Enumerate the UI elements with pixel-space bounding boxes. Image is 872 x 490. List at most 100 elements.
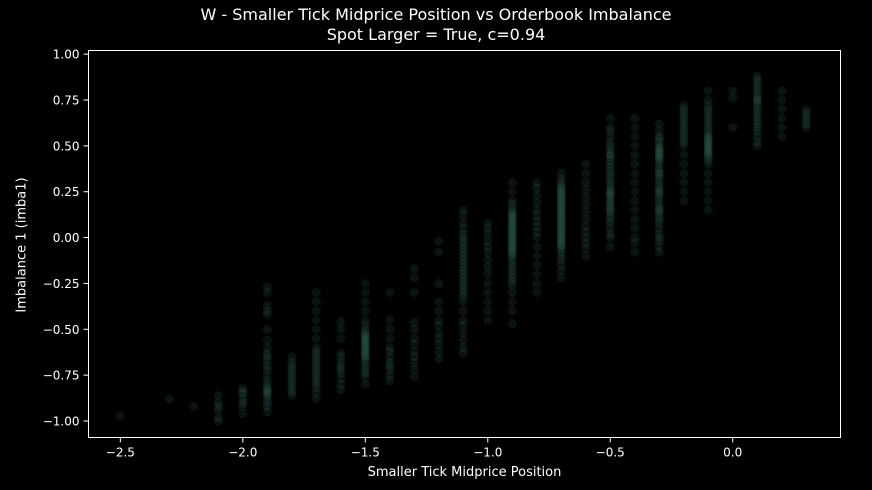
data-point — [654, 119, 664, 129]
data-point — [654, 163, 664, 173]
data-point — [287, 361, 297, 371]
data-point — [262, 370, 272, 380]
x-tick-label: −1.0 — [473, 446, 502, 460]
y-tick-label: −0.75 — [43, 369, 80, 383]
data-point — [605, 156, 615, 166]
data-point — [262, 401, 272, 411]
data-point — [213, 401, 223, 411]
data-point — [630, 178, 640, 188]
data-point — [458, 291, 468, 301]
data-point — [360, 348, 370, 358]
data-point — [360, 350, 370, 360]
data-point — [385, 315, 395, 325]
data-point — [605, 223, 615, 233]
data-point — [434, 278, 444, 288]
data-point — [605, 185, 615, 195]
data-point — [311, 333, 321, 343]
data-point — [262, 376, 272, 386]
data-point — [360, 339, 370, 349]
data-point — [752, 141, 762, 151]
data-point — [483, 218, 493, 228]
x-tick-label: 0.0 — [723, 446, 742, 460]
data-point — [262, 300, 272, 310]
data-point — [385, 324, 395, 334]
data-point — [458, 240, 468, 250]
data-point — [801, 112, 811, 122]
data-point — [605, 159, 615, 169]
data-point — [360, 321, 370, 331]
data-point — [777, 113, 787, 123]
data-point — [581, 168, 591, 178]
data-point — [556, 214, 566, 224]
data-point — [752, 93, 762, 103]
data-point — [581, 207, 591, 217]
data-point — [703, 112, 713, 122]
data-point — [311, 343, 321, 353]
data-point — [385, 370, 395, 380]
data-point — [532, 190, 542, 200]
data-point — [581, 244, 591, 254]
data-point — [287, 387, 297, 397]
data-point — [507, 229, 517, 239]
data-point — [752, 95, 762, 105]
data-point — [532, 227, 542, 237]
data-point — [605, 123, 615, 133]
data-point — [605, 198, 615, 208]
data-point — [507, 306, 517, 316]
data-point — [581, 214, 591, 224]
data-point — [581, 200, 591, 210]
data-point — [703, 115, 713, 125]
data-point — [507, 187, 517, 197]
data-point — [630, 168, 640, 178]
data-point — [556, 273, 566, 283]
data-point — [556, 189, 566, 199]
data-point — [262, 343, 272, 353]
y-axis-label: Imbalance 1 (imba1) — [14, 177, 30, 313]
data-point — [630, 214, 640, 224]
data-point — [654, 174, 664, 184]
data-point — [507, 288, 517, 298]
data-point — [679, 119, 689, 129]
data-point — [556, 201, 566, 211]
data-point — [605, 203, 615, 213]
data-point — [703, 139, 713, 149]
data-point — [360, 328, 370, 338]
data-point — [360, 343, 370, 353]
data-point — [532, 251, 542, 261]
data-point — [556, 192, 566, 202]
data-point — [654, 236, 664, 246]
data-point — [262, 390, 272, 400]
data-point — [703, 126, 713, 136]
data-point — [385, 288, 395, 298]
data-point — [654, 137, 664, 147]
data-point — [336, 333, 346, 343]
data-point — [703, 145, 713, 155]
data-point — [581, 159, 591, 169]
data-point — [605, 178, 615, 188]
data-point — [605, 205, 615, 215]
data-point — [336, 379, 346, 389]
data-point — [336, 324, 346, 334]
data-point — [434, 297, 444, 307]
data-point — [287, 368, 297, 378]
data-point — [385, 365, 395, 375]
data-point — [507, 214, 517, 224]
data-point — [556, 266, 566, 276]
data-point — [654, 126, 664, 136]
data-point — [801, 108, 811, 118]
data-point — [336, 368, 346, 378]
data-point — [654, 229, 664, 239]
data-point — [532, 222, 542, 232]
data-point — [409, 357, 419, 367]
data-point — [507, 223, 517, 233]
data-point — [385, 352, 395, 362]
data-point — [507, 244, 517, 254]
data-point — [458, 321, 468, 331]
data-point — [458, 223, 468, 233]
data-point — [654, 185, 664, 195]
data-point — [507, 222, 517, 232]
data-point — [654, 141, 664, 151]
data-point — [654, 148, 664, 158]
data-point — [507, 258, 517, 268]
